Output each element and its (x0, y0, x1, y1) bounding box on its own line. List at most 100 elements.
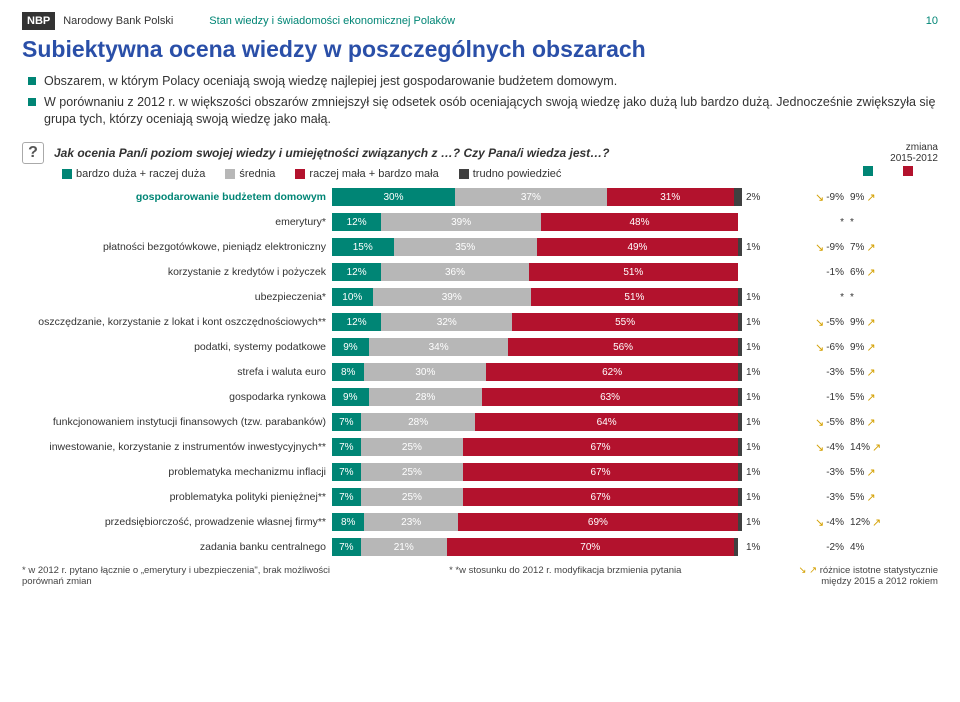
extra-value: 1% (742, 367, 772, 378)
change-value: 4% (850, 542, 864, 553)
change-value: -5% (826, 417, 844, 428)
change-label: zmiana2015-2012 (890, 142, 938, 164)
question-row: ? Jak ocenia Pan/i poziom swojej wiedzy … (22, 142, 838, 164)
change-col-2: 4% (844, 542, 908, 553)
stacked-bar: 15%35%49% (332, 238, 742, 256)
stacked-bar-chart: gospodarowanie budżetem domowym30%37%31%… (22, 186, 938, 559)
change-col-1: ↘-6% (772, 341, 844, 354)
row-label: zadania banku centralnego (22, 541, 332, 553)
bar-segment: 34% (369, 338, 508, 356)
doc-title: Stan wiedzy i świadomości ekonomicznej P… (209, 15, 917, 27)
change-col-1: -2% (772, 542, 844, 553)
extra-value: 1% (742, 242, 772, 253)
bar-segment: 28% (361, 413, 476, 431)
change-col-2: 9%↗ (844, 316, 908, 329)
change-col-2: 14%↗ (844, 441, 908, 454)
legend-item: średnia (225, 168, 275, 180)
change-swatch-1 (863, 166, 873, 176)
bar-segment: 39% (381, 213, 541, 231)
change-value: -9% (826, 242, 844, 253)
chart-row: płatności bezgotówkowe, pieniądz elektro… (22, 236, 938, 259)
change-value: -1% (826, 267, 844, 278)
change-value: 5% (850, 492, 864, 503)
change-col-1: * (772, 217, 844, 228)
stacked-bar: 7%25%67% (332, 488, 742, 506)
bar-segment: 10% (332, 288, 373, 306)
legend-label: bardzo duża + raczej duża (76, 168, 205, 180)
extra-value: 1% (742, 342, 772, 353)
bar-segment: 55% (512, 313, 738, 331)
bar-segment: 25% (361, 463, 464, 481)
bar-segment: 7% (332, 438, 361, 456)
change-value: * (850, 217, 854, 228)
chart-row: gospodarka rynkowa9%28%63%1%-1%5%↗ (22, 386, 938, 409)
main-title: Subiektywna ocena wiedzy w poszczególnyc… (22, 36, 938, 63)
bar-segment: 67% (463, 488, 738, 506)
legend-item: trudno powiedzieć (459, 168, 562, 180)
chart-row: korzystanie z kredytów i pożyczek12%36%5… (22, 261, 938, 284)
bar-segment: 7% (332, 463, 361, 481)
chart-row: inwestowanie, korzystanie z instrumentów… (22, 436, 938, 459)
chart-row: zadania banku centralnego7%21%70%1% -2% 4% (22, 536, 938, 559)
change-value: 5% (850, 392, 864, 403)
change-col-2: 8%↗ (844, 416, 908, 429)
stacked-bar: 30%37%31% (332, 188, 742, 206)
stacked-bar: 7%28%64% (332, 413, 742, 431)
legend-swatch (225, 169, 235, 179)
change-value: -2% (826, 542, 844, 553)
bullet-text: W porównaniu z 2012 r. w większości obsz… (44, 94, 938, 128)
extra-value: 2% (742, 192, 772, 203)
chart-row: problematyka polityki pieniężnej**7%25%6… (22, 486, 938, 509)
bar-segment (734, 538, 738, 556)
extra-value: 1% (742, 442, 772, 453)
bar-segment: 8% (332, 363, 364, 381)
arrow-down-icon: ↘ (815, 191, 824, 204)
change-value: 8% (850, 417, 864, 428)
bar-segment: 37% (455, 188, 607, 206)
change-value: -9% (826, 192, 844, 203)
arrow-up-icon: ↗ (866, 391, 875, 404)
chart-row: emerytury*12%39%48% * * (22, 211, 938, 234)
arrow-down-icon: ↘ (815, 241, 824, 254)
change-value: 5% (850, 367, 864, 378)
bar-segment: 64% (475, 413, 737, 431)
change-value: * (850, 292, 854, 303)
row-label: oszczędzanie, korzystanie z lokat i kont… (22, 316, 332, 328)
legend: bardzo duża + raczej duża średnia raczej m… (62, 168, 838, 180)
extra-value: 1% (742, 542, 772, 553)
bar-segment: 8% (332, 513, 364, 531)
change-value: -4% (826, 442, 844, 453)
stacked-bar: 12%39%48% (332, 213, 742, 231)
legend-label: raczej mała + bardzo mała (309, 168, 438, 180)
bar-segment: 32% (381, 313, 512, 331)
legend-label: trudno powiedzieć (473, 168, 562, 180)
stacked-bar: 8%30%62% (332, 363, 742, 381)
row-label: przedsiębiorczość, prowadzenie własnej f… (22, 516, 332, 528)
question-icon: ? (22, 142, 44, 164)
bar-segment: 35% (394, 238, 538, 256)
change-col-1: ↘-9% (772, 241, 844, 254)
bar-segment: 69% (458, 513, 738, 531)
change-value: 7% (850, 242, 864, 253)
chart-row: podatki, systemy podatkowe9%34%56%1%↘-6%… (22, 336, 938, 359)
legend-swatch (62, 169, 72, 179)
row-label: emerytury* (22, 216, 332, 228)
bar-segment: 70% (447, 538, 734, 556)
change-value: -4% (826, 517, 844, 528)
arrow-up-icon: ↗ (866, 341, 875, 354)
footnote-left: * w 2012 r. pytano łącznie o „emerytury … (22, 565, 332, 587)
legend-swatch (459, 169, 469, 179)
row-label: inwestowanie, korzystanie z instrumentów… (22, 441, 332, 453)
stacked-bar: 7%21%70% (332, 538, 742, 556)
extra-value: 1% (742, 292, 772, 303)
sig-arrow-up-icon: ↗ (809, 565, 817, 576)
change-col-1: -3% (772, 492, 844, 503)
bar-segment: 7% (332, 488, 361, 506)
change-value: 9% (850, 317, 864, 328)
legend-item: bardzo duża + raczej duża (62, 168, 205, 180)
page-number: 10 (926, 15, 938, 27)
bar-segment: 25% (361, 488, 464, 506)
change-col-2: 5%↗ (844, 391, 908, 404)
change-value: -5% (826, 317, 844, 328)
change-col-1: -1% (772, 267, 844, 278)
